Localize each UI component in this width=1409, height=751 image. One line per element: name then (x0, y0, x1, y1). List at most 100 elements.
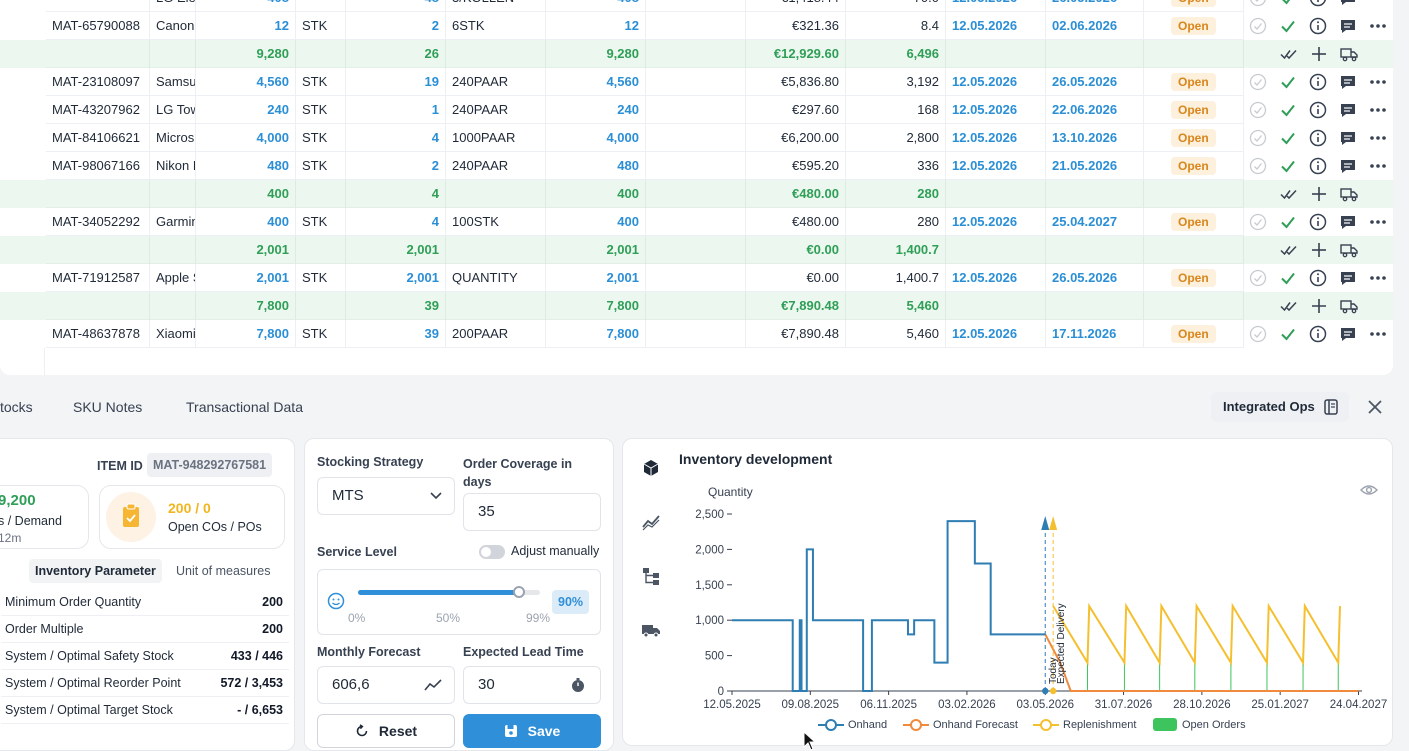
checkmark-icon[interactable] (1279, 17, 1297, 35)
tab-stocks[interactable]: tocks (0, 399, 33, 415)
monthly-forecast-input[interactable]: 606,6 (317, 666, 455, 704)
checkmark-icon[interactable] (1279, 101, 1297, 119)
plus-icon[interactable] (1309, 297, 1329, 315)
comment-icon[interactable] (1339, 213, 1357, 231)
delivery-date-cell: 21.05.2026 (1046, 152, 1144, 180)
info-icon[interactable] (1309, 325, 1327, 343)
checkmark-icon[interactable] (1279, 269, 1297, 287)
check-circle-icon[interactable] (1249, 0, 1267, 7)
subtab-inventory-parameter[interactable]: Inventory Parameter (29, 559, 162, 583)
check-circle-icon[interactable] (1249, 213, 1267, 231)
truck-icon[interactable] (1339, 241, 1359, 259)
more-icon[interactable] (1369, 17, 1387, 35)
truck-icon[interactable] (1339, 297, 1359, 315)
comment-icon[interactable] (1339, 73, 1357, 91)
integrated-ops-button[interactable]: Integrated Ops (1211, 392, 1349, 422)
table-row[interactable]: MAT-84106621 Micros 4,000 STK 4 1000PAAR 4,000… (0, 124, 1393, 152)
info-icon[interactable] (1309, 73, 1327, 91)
check-circle-icon[interactable] (1249, 269, 1267, 287)
table-row[interactable]: MAT-23108097 Samsu 4,560 STK 19 240PAAR 4,560 €… (0, 68, 1393, 96)
more-icon[interactable] (1369, 269, 1387, 287)
double-check-icon[interactable] (1279, 297, 1299, 315)
monthly-forecast-label: Monthly Forecast (317, 645, 421, 659)
mid-cell (646, 152, 746, 180)
comment-icon[interactable] (1339, 157, 1357, 175)
table-row[interactable]: MAT-43207962 LG Tow 240 STK 1 240PAAR 240 €297.… (0, 96, 1393, 124)
table-row[interactable]: MAT-65790088 Canon 12 STK 2 6STK 12 €321.36 8.4 1… (0, 12, 1393, 40)
order-coverage-input[interactable]: 35 (463, 493, 601, 531)
mid-cell (646, 180, 746, 208)
subtab-unit-of-measures[interactable]: Unit of measures (176, 564, 271, 578)
comment-icon[interactable] (1339, 101, 1357, 119)
more-icon[interactable] (1369, 101, 1387, 119)
info-icon[interactable] (1309, 157, 1327, 175)
info-icon[interactable] (1309, 129, 1327, 147)
truck-icon[interactable] (1339, 45, 1359, 63)
more-icon[interactable] (1369, 213, 1387, 231)
group-total-row[interactable]: 9,280 26 9,280 €12,929.60 6,496 (0, 40, 1393, 68)
group-total-row[interactable]: 7,800 39 7,800 €7,890.48 5,460 (0, 292, 1393, 320)
check-circle-icon[interactable] (1249, 157, 1267, 175)
more-icon[interactable] (1369, 157, 1387, 175)
plus-icon[interactable] (1309, 185, 1329, 203)
info-icon[interactable] (1309, 101, 1327, 119)
comment-icon[interactable] (1339, 0, 1357, 7)
group-total-row[interactable]: 2,001 2,001 2,001 €0.00 1,400.7 (0, 236, 1393, 264)
hierarchy-icon[interactable] (641, 566, 661, 586)
check-circle-icon[interactable] (1249, 101, 1267, 119)
more-icon[interactable] (1369, 129, 1387, 147)
box-icon[interactable] (641, 458, 661, 478)
truck-icon[interactable] (641, 620, 661, 640)
comment-icon[interactable] (1339, 17, 1357, 35)
table-row[interactable]: MAT-34052292 Garmin 400 STK 4 100STK 400 €480.0… (0, 208, 1393, 236)
stocking-strategy-label: Stocking Strategy (317, 455, 424, 469)
more-icon[interactable] (1369, 325, 1387, 343)
delivery-date-cell: 22.06.2026 (1046, 96, 1144, 124)
save-button[interactable]: Save (463, 714, 601, 748)
close-icon[interactable] (1365, 397, 1385, 417)
truck-icon[interactable] (1339, 185, 1359, 203)
stocking-strategy-select[interactable]: MTS (317, 477, 455, 515)
comment-icon[interactable] (1339, 269, 1357, 287)
plus-icon[interactable] (1309, 241, 1329, 259)
more-icon[interactable] (1369, 0, 1387, 7)
parameter-name: Order Multiple (5, 622, 84, 636)
check-circle-icon[interactable] (1249, 325, 1267, 343)
tab-transactional-data[interactable]: Transactional Data (186, 399, 303, 415)
group-total-row[interactable]: 400 4 400 €480.00 280 (0, 180, 1393, 208)
double-check-icon[interactable] (1279, 241, 1299, 259)
reset-button[interactable]: Reset (317, 714, 455, 748)
double-check-icon[interactable] (1279, 185, 1299, 203)
check-circle-icon[interactable] (1249, 17, 1267, 35)
service-level-slider[interactable] (358, 586, 540, 598)
checkmark-icon[interactable] (1279, 213, 1297, 231)
info-icon[interactable] (1309, 0, 1327, 7)
plus-icon[interactable] (1309, 45, 1329, 63)
comment-icon[interactable] (1339, 129, 1357, 147)
empty-brand-cell (150, 292, 196, 320)
tab-sku-notes[interactable]: SKU Notes (73, 399, 143, 415)
eye-icon[interactable] (1360, 483, 1378, 497)
check-circle-icon[interactable] (1249, 129, 1267, 147)
lead-time-input[interactable]: 30 (463, 666, 601, 704)
table-row[interactable]: MAT-48637878 Xiaomi 7,800 STK 39 200PAAR 7,800… (0, 320, 1393, 348)
double-check-icon[interactable] (1279, 45, 1299, 63)
info-icon[interactable] (1309, 17, 1327, 35)
checkmark-icon[interactable] (1279, 73, 1297, 91)
checkmark-icon[interactable] (1279, 325, 1297, 343)
check-circle-icon[interactable] (1249, 73, 1267, 91)
more-icon[interactable] (1369, 73, 1387, 91)
info-icon[interactable] (1309, 269, 1327, 287)
comment-icon[interactable] (1339, 325, 1357, 343)
line-chart-icon[interactable] (641, 512, 661, 532)
adjust-manually-toggle[interactable] (479, 545, 505, 559)
checkmark-icon[interactable] (1279, 129, 1297, 147)
table-row[interactable]: LG Ele408483/KOLLEN408€1,418.4470.012.05… (0, 0, 1393, 12)
status-col-cell (1144, 96, 1244, 124)
info-icon[interactable] (1309, 213, 1327, 231)
checkmark-icon[interactable] (1279, 0, 1297, 7)
mid-cell (646, 124, 746, 152)
checkmark-icon[interactable] (1279, 157, 1297, 175)
